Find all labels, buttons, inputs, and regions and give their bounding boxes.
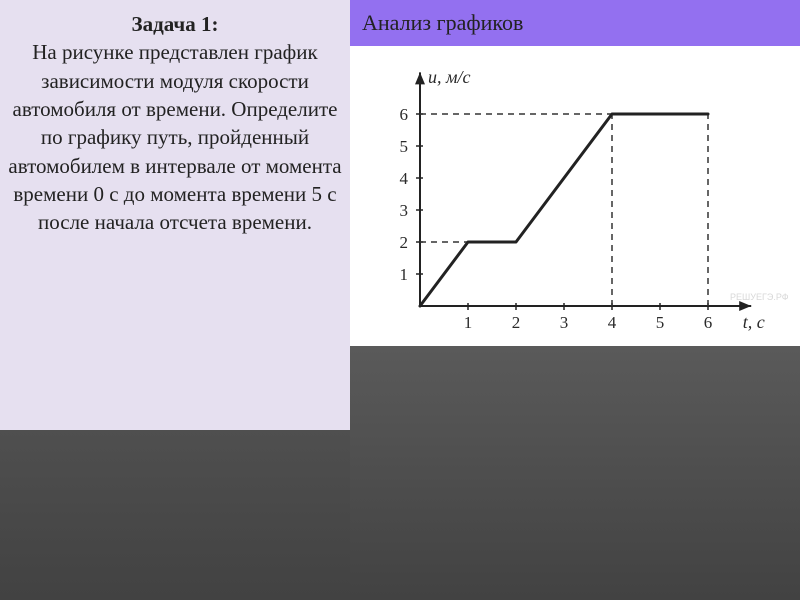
- svg-text:1: 1: [400, 265, 409, 284]
- chart-panel: РЕШУЕГЭ.РФ 1 2 3 4 5 6 1 2 3 4 5 6 t, с u, м/с: [350, 46, 800, 346]
- task-panel: Задача 1: На рисунке представлен график …: [0, 0, 350, 430]
- task-label: Задача 1:: [8, 10, 342, 38]
- svg-text:3: 3: [560, 313, 569, 332]
- svg-text:5: 5: [400, 137, 409, 156]
- svg-text:2: 2: [400, 233, 409, 252]
- svg-text:3: 3: [400, 201, 409, 220]
- svg-text:6: 6: [400, 105, 409, 124]
- svg-text:6: 6: [704, 313, 713, 332]
- svg-text:4: 4: [608, 313, 617, 332]
- background-dark-right: [350, 346, 800, 600]
- svg-text:4: 4: [400, 169, 409, 188]
- svg-text:5: 5: [656, 313, 665, 332]
- header-title: Анализ графиков: [362, 10, 523, 36]
- svg-text:u, м/с: u, м/с: [428, 67, 470, 87]
- svg-text:2: 2: [512, 313, 521, 332]
- svg-text:РЕШУЕГЭ.РФ: РЕШУЕГЭ.РФ: [730, 292, 789, 302]
- svg-text:1: 1: [464, 313, 473, 332]
- background-dark-left: [0, 430, 350, 600]
- velocity-time-chart: РЕШУЕГЭ.РФ 1 2 3 4 5 6 1 2 3 4 5 6 t, с u, м/с: [350, 46, 800, 346]
- svg-text:t, с: t, с: [743, 312, 765, 332]
- task-text: На рисунке представлен график зависимост…: [8, 38, 342, 236]
